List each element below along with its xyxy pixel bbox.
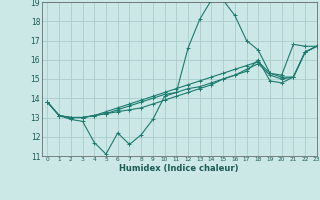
X-axis label: Humidex (Indice chaleur): Humidex (Indice chaleur)	[119, 164, 239, 173]
